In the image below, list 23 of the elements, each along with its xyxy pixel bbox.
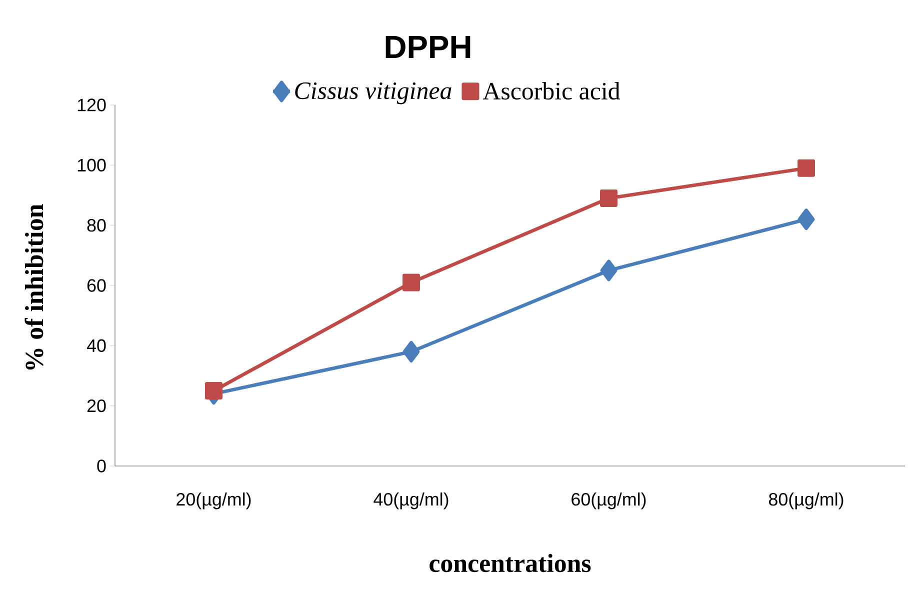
point xyxy=(205,382,222,400)
point xyxy=(600,190,618,207)
y-axis-title: % of inhibition xyxy=(24,204,44,370)
y-tick-label: 80 xyxy=(87,218,106,232)
point xyxy=(798,159,815,177)
x-tick-label: 20(µg/ml) xyxy=(176,492,251,510)
y-tick-label: 60 xyxy=(87,279,106,292)
y-tick-label: 120 xyxy=(78,98,106,112)
x-tick-label: 60(µg/ml) xyxy=(572,492,646,510)
legend-label: Ascorbic acid xyxy=(482,82,620,100)
y-tick-label: 40 xyxy=(86,339,106,352)
point xyxy=(402,340,420,362)
point xyxy=(798,208,815,230)
point xyxy=(402,274,420,292)
x-tick-label: 40(µg/ml) xyxy=(374,492,448,510)
x-tick-label: 80(µg/ml) xyxy=(768,492,844,510)
point xyxy=(600,260,618,282)
y-tick-label: 100 xyxy=(78,158,106,172)
x-axis-title: concentrations xyxy=(430,554,591,572)
y-tick-label: 0 xyxy=(97,460,106,472)
chart-title: DPPH xyxy=(386,36,470,58)
y-tick-label: 20 xyxy=(87,399,106,412)
legend-label: Cissus vitiginea xyxy=(295,82,452,104)
